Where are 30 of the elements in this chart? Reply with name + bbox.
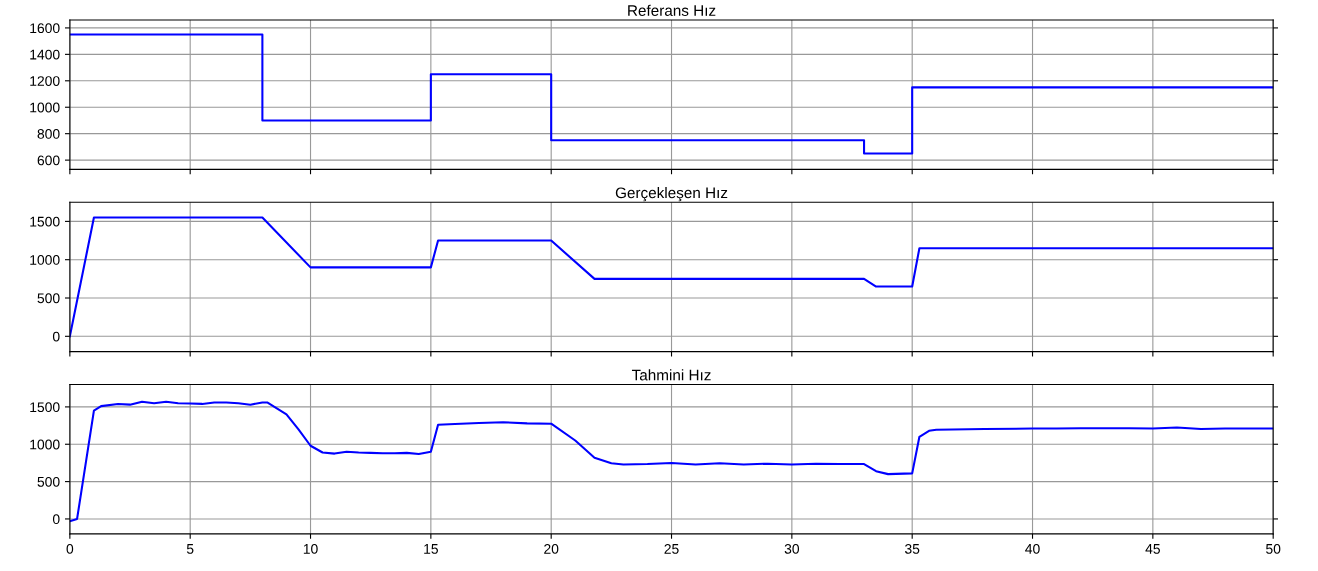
chart-title: Tahmini Hız [631, 369, 711, 381]
y-tick-label: 1500 [30, 216, 60, 227]
line-series [69, 400, 1274, 523]
y-tick-label: 1600 [30, 23, 60, 34]
y-tick-label: 500 [37, 293, 60, 304]
x-tick-label: 15 [424, 544, 438, 554]
x-tick-label: 25 [664, 543, 679, 554]
y-tick-label: 800 [37, 129, 60, 139]
y-tick-label: 1000 [30, 439, 60, 450]
x-tick-label: 5 [186, 544, 194, 554]
y-tick-label: 1000 [30, 102, 60, 113]
x-tick-label: 20 [544, 543, 559, 554]
y-tick-label: 600 [37, 155, 60, 166]
chart-title: Gerçekleşen Hız [615, 187, 728, 202]
y-tick-label: 1000 [30, 255, 60, 265]
x-tick-label: 40 [1025, 543, 1040, 554]
y-tick-label: 1500 [30, 402, 60, 413]
x-tick-label: 45 [1145, 544, 1160, 554]
x-tick-label: 35 [904, 543, 920, 554]
x-tick-label: 10 [303, 543, 318, 554]
y-tick-label: 1200 [30, 76, 60, 86]
x-tick-label: 0 [66, 543, 74, 554]
x-tick-label: 50 [1266, 543, 1281, 554]
y-tick-label: 1400 [30, 49, 60, 60]
line-series [69, 33, 1274, 155]
y-tick-label: 0 [52, 514, 60, 525]
y-tick-label: 0 [52, 331, 60, 342]
x-tick-label: 30 [784, 543, 800, 554]
chart-title: Referans Hız [628, 4, 716, 16]
y-tick-label: 500 [37, 476, 60, 487]
